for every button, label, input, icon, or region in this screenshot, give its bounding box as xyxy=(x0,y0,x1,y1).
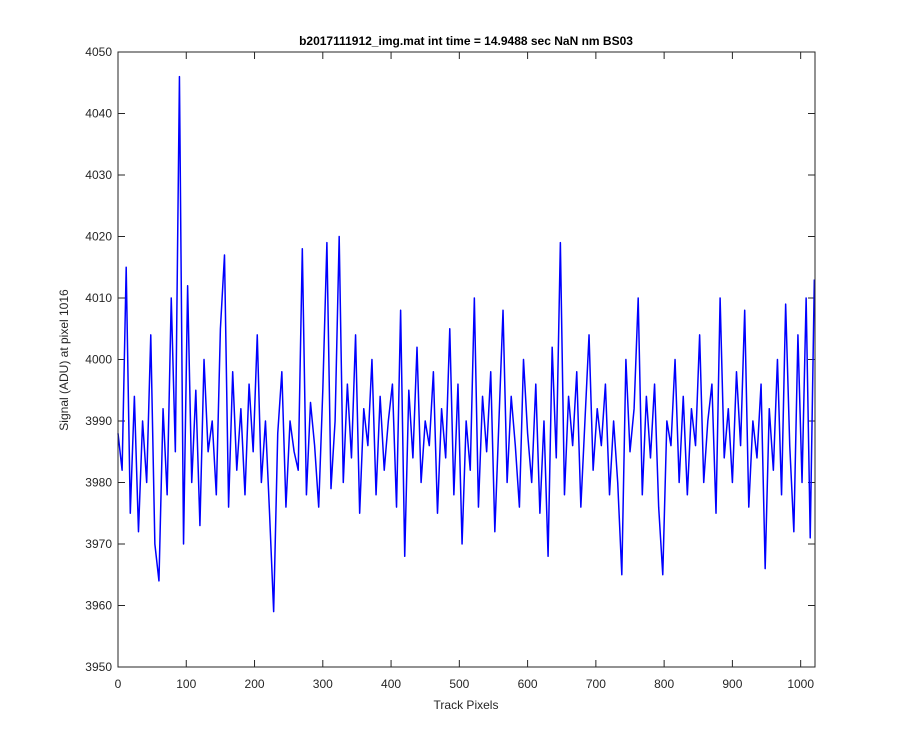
x-tick-label: 600 xyxy=(518,677,538,691)
y-tick-label: 3990 xyxy=(85,414,112,428)
y-axis-label: Signal (ADU) at pixel 1016 xyxy=(57,289,71,431)
x-tick-label: 1000 xyxy=(787,677,814,691)
y-tick-label: 3950 xyxy=(85,660,112,674)
y-tick-label: 4050 xyxy=(85,45,112,59)
x-tick-label: 300 xyxy=(313,677,333,691)
x-axis-label: Track Pixels xyxy=(434,698,499,712)
y-tick-label: 3960 xyxy=(85,599,112,613)
y-tick-label: 4000 xyxy=(85,353,112,367)
x-tick-label: 0 xyxy=(115,677,122,691)
x-tick-label: 900 xyxy=(722,677,742,691)
x-tick-label: 700 xyxy=(586,677,606,691)
y-tick-label: 4040 xyxy=(85,107,112,121)
x-tick-label: 200 xyxy=(245,677,265,691)
x-tick-label: 100 xyxy=(176,677,196,691)
y-tick-label: 4010 xyxy=(85,291,112,305)
x-tick-label: 800 xyxy=(654,677,674,691)
y-tick-label: 3970 xyxy=(85,537,112,551)
y-tick-label: 4030 xyxy=(85,168,112,182)
x-tick-label: 400 xyxy=(381,677,401,691)
data-line xyxy=(117,75,816,613)
x-tick-label: 500 xyxy=(449,677,469,691)
plot-box xyxy=(117,51,816,668)
chart-title: b2017111912_img.mat int time = 14.9488 s… xyxy=(299,34,633,48)
y-tick-label: 3980 xyxy=(85,476,112,490)
y-tick-label: 4020 xyxy=(85,230,112,244)
